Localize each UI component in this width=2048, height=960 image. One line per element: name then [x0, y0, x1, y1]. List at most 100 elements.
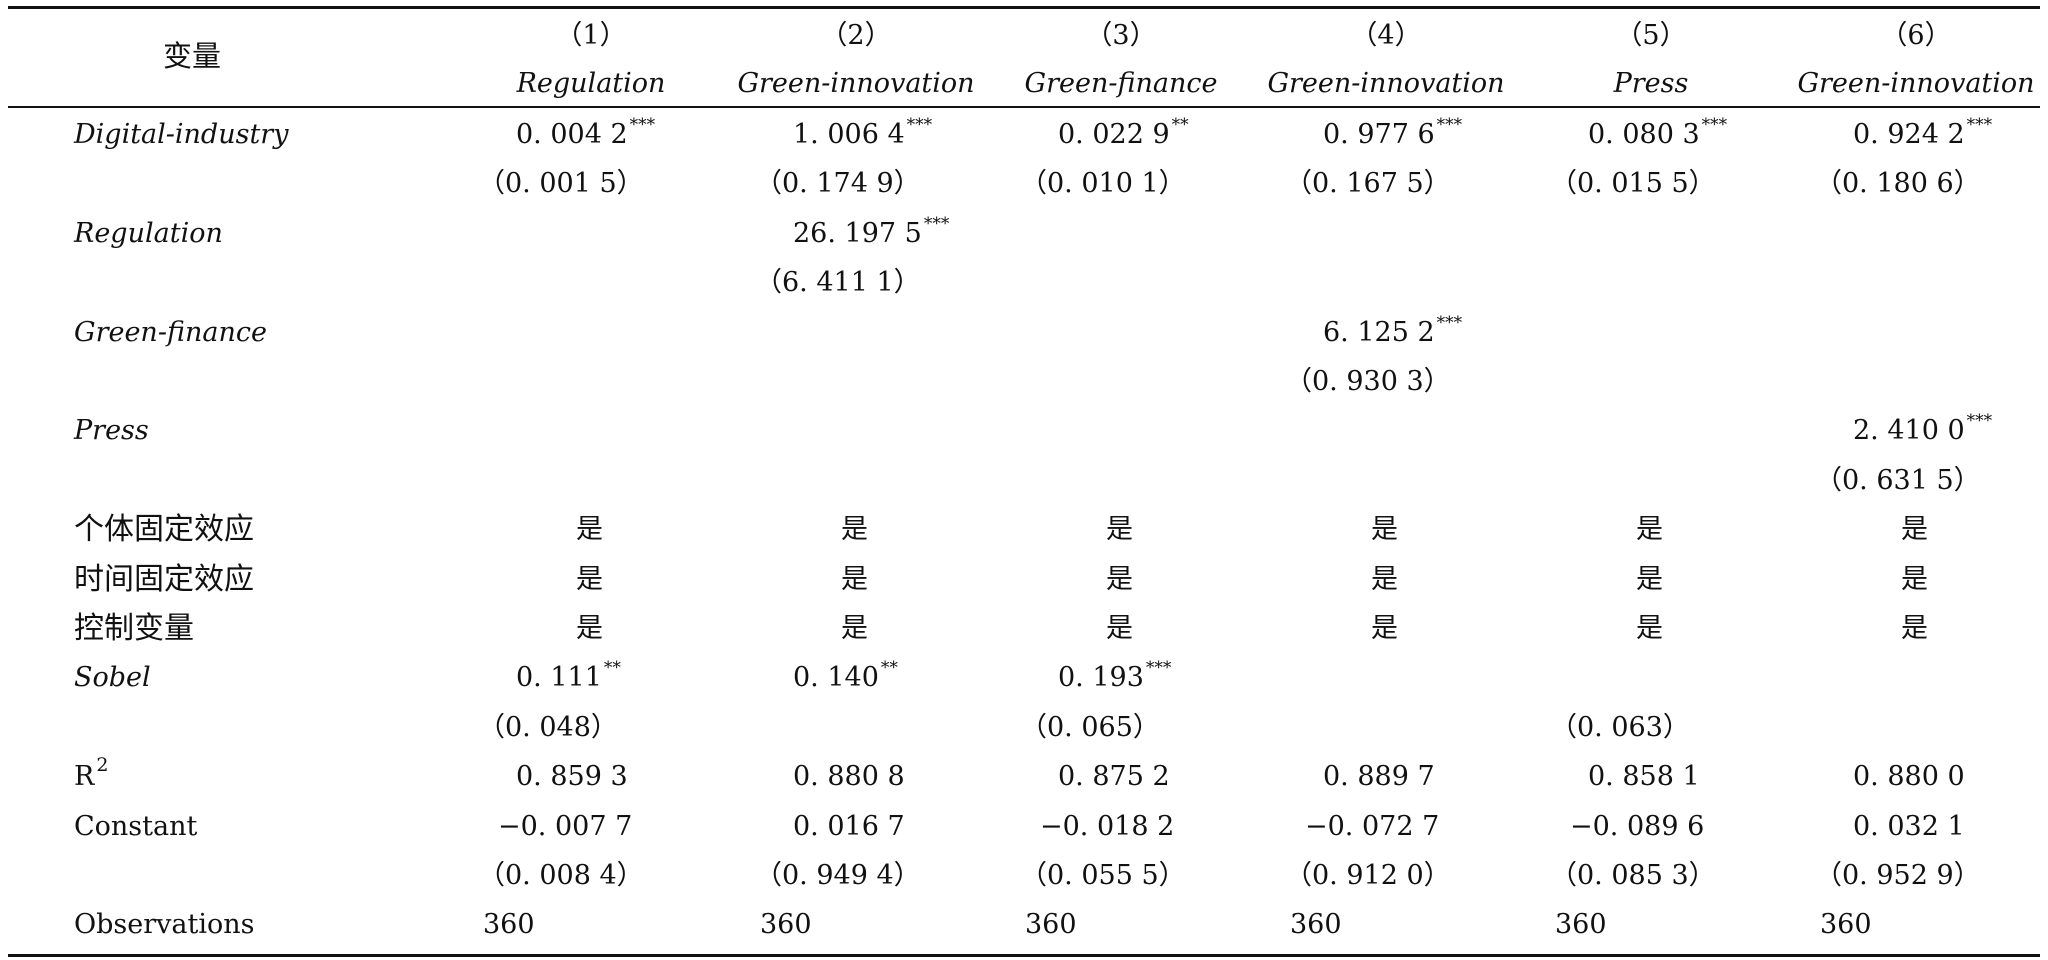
table-cell: 0. 880 0	[1853, 752, 1965, 802]
cell-value: 是	[1106, 613, 1133, 644]
significance-stars: ***	[1436, 312, 1463, 333]
significance-stars: ***	[923, 213, 950, 234]
table-cell: 360	[483, 900, 535, 950]
table-cell: 360	[1290, 900, 1342, 950]
table-cell: 是	[1371, 555, 1398, 605]
table-cell: 是	[1106, 505, 1133, 555]
cell-value: 是	[1106, 514, 1133, 546]
cell-value: 0. 880 8	[793, 761, 905, 793]
table-cell: 是	[1901, 555, 1928, 605]
cell-value: 是	[1636, 563, 1663, 595]
significance-stars: ***	[1436, 115, 1463, 135]
table-cell: −0. 007 7	[498, 802, 632, 852]
table-cell: 0. 193 ***	[1058, 653, 1171, 703]
table-cell: 是	[1106, 555, 1133, 605]
column-name-2: Green-innovation	[737, 68, 975, 99]
table-cell: （0. 174 9）	[755, 159, 921, 209]
table-cell: 0. 022 9 **	[1058, 110, 1189, 160]
cell-value: 是	[1901, 613, 1928, 644]
significance-stars: ***	[1701, 115, 1728, 135]
cell-value: −0. 018 2	[1040, 810, 1175, 842]
table-cell: 0. 889 7	[1323, 752, 1435, 802]
table-cell: 是	[1106, 604, 1133, 654]
cell-value: 0. 977 6	[1323, 119, 1435, 150]
row-label-text: 控制变量	[74, 611, 194, 646]
header-rule	[8, 106, 2040, 108]
row-label: Sobel	[74, 653, 151, 703]
cell-value: （0. 174 9）	[755, 168, 921, 200]
cell-value: （0. 048）	[478, 711, 618, 743]
table-cell: 0. 016 7	[793, 802, 905, 852]
table-cell: （0. 949 4）	[755, 851, 921, 901]
table-cell: 是	[841, 604, 868, 654]
row-label: 控制变量	[74, 604, 194, 654]
table-cell: 0. 859 3	[516, 752, 628, 802]
table-cell: 是	[576, 505, 603, 555]
column-name-1: Regulation	[516, 68, 666, 99]
row-label: Press	[74, 406, 149, 456]
row-label: Observations	[74, 900, 255, 950]
table-cell: 是	[576, 555, 603, 605]
cell-value: 0. 859 3	[516, 761, 628, 793]
column-name-5: Press	[1613, 68, 1689, 99]
table-cell: （0. 952 9）	[1815, 851, 1981, 901]
table-cell: （0. 015 5）	[1550, 159, 1716, 209]
significance-stars: ***	[906, 115, 933, 135]
cell-value: （0. 167 5）	[1285, 168, 1451, 200]
table-cell: 0. 080 3 ***	[1588, 110, 1727, 160]
cell-value: （0. 001 5）	[478, 168, 644, 200]
table-cell: 是	[1371, 604, 1398, 654]
cell-value: 360	[1555, 909, 1607, 941]
cell-value: （0. 949 4）	[755, 860, 921, 891]
cell-value: −0. 089 6	[1570, 810, 1705, 842]
cell-value: 360	[760, 909, 812, 941]
row-label: Digital-industry	[74, 110, 288, 160]
table-cell: （0. 180 6）	[1815, 159, 1981, 209]
cell-value: 是	[1371, 613, 1398, 644]
table-cell: 是	[1901, 505, 1928, 555]
table-cell: （0. 048）	[478, 703, 618, 753]
column-number-3: （3）	[1085, 20, 1157, 51]
row-label: Green-finance	[74, 308, 267, 358]
column-number-4: （4）	[1350, 20, 1422, 51]
cell-value: 是	[1371, 563, 1398, 595]
table-cell: 0. 924 2 ***	[1853, 110, 1992, 160]
cell-value: 是	[576, 613, 603, 644]
table-cell: （0. 010 1）	[1020, 159, 1186, 209]
row-label: 个体固定效应	[74, 505, 254, 555]
cell-value: −0. 072 7	[1305, 810, 1440, 842]
table-cell: （0. 085 3）	[1550, 851, 1716, 901]
cell-value: 0. 140	[793, 662, 879, 694]
cell-value: 360	[1025, 909, 1077, 941]
cell-value: 26. 197 5	[793, 217, 922, 249]
table-cell: （0. 167 5）	[1285, 159, 1451, 209]
cell-value: 360	[1820, 909, 1872, 941]
table-cell: （0. 065）	[1020, 703, 1160, 753]
cell-value: （0. 085 3）	[1550, 860, 1716, 891]
table-cell: 0. 880 8	[793, 752, 905, 802]
column-number-5: （5）	[1615, 20, 1687, 51]
table-cell: 1. 006 4 ***	[793, 110, 932, 160]
significance-stars: ***	[1966, 115, 1993, 135]
significance-stars: ***	[1966, 411, 1993, 432]
cell-value: 0. 080 3	[1588, 119, 1700, 150]
table-cell: 360	[1555, 900, 1607, 950]
cell-value: （0. 912 0）	[1285, 860, 1451, 891]
row-label: 时间固定效应	[74, 555, 254, 605]
cell-value: 0. 889 7	[1323, 761, 1435, 793]
cell-value: （0. 063）	[1550, 711, 1690, 743]
table-cell: 0. 004 2 ***	[516, 110, 655, 160]
table-cell: 0. 977 6 ***	[1323, 110, 1462, 160]
table-cell: 是	[1371, 505, 1398, 555]
table-cell: 2. 410 0 ***	[1853, 406, 1992, 456]
column-number-1: （1）	[555, 20, 627, 51]
row-label-superscript: 2	[96, 754, 109, 777]
cell-value: 0. 022 9	[1058, 119, 1170, 150]
table-cell: 360	[760, 900, 812, 950]
column-number-6: （6）	[1880, 20, 1952, 51]
cell-value: 是	[1106, 563, 1133, 595]
table-cell: 360	[1025, 900, 1077, 950]
row-label-text: R	[74, 761, 95, 793]
table-cell: （0. 063）	[1550, 703, 1690, 753]
